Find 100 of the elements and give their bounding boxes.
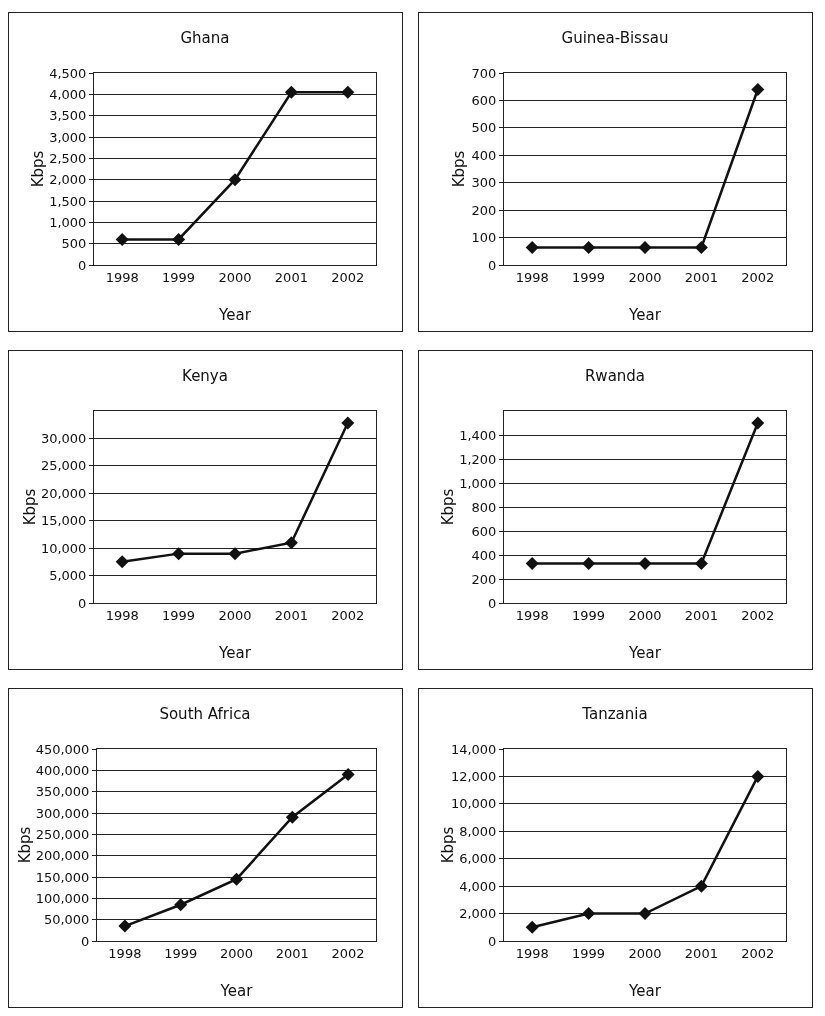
chart-title: Kenya (182, 366, 228, 385)
y-tick-label: 400,000 (35, 762, 90, 778)
point (228, 547, 242, 561)
x-tick-label: 2000 (218, 607, 252, 623)
x-tick-label: 1998 (105, 269, 139, 285)
y-tick-label: 250,000 (35, 826, 90, 842)
point (341, 768, 355, 782)
x-tick-label: 1998 (515, 269, 549, 285)
y-tick-label: 3,500 (49, 108, 87, 124)
y-axis-title: Kbps (450, 150, 468, 188)
y-tick-label: 500 (61, 236, 87, 252)
y-tick-label: 500 (471, 120, 497, 136)
x-tick-label: 2001 (275, 945, 309, 961)
y-tick-label: 8,000 (459, 823, 497, 839)
point (341, 416, 355, 430)
point (228, 173, 242, 187)
y-tick-label: 1,400 (459, 427, 497, 443)
x-axis-title: Year (628, 982, 662, 1000)
y-tick-label: 2,000 (459, 906, 497, 922)
y-tick-label: 1,500 (49, 193, 87, 209)
y-tick-label: 100 (471, 230, 497, 246)
y-tick-label: 200 (471, 202, 497, 218)
y-tick-label: 350,000 (35, 784, 90, 800)
y-tick-label: 25,000 (40, 458, 87, 474)
point (172, 232, 186, 246)
chart-title: South Africa (159, 704, 251, 723)
y-tick-label: 2,500 (49, 150, 87, 166)
x-tick-label: 2001 (684, 269, 718, 285)
point (115, 232, 129, 246)
x-tick-label: 2002 (331, 945, 365, 961)
y-tick-label: 20,000 (40, 485, 87, 501)
x-tick-label: 1998 (108, 945, 142, 961)
y-tick-label: 0 (78, 595, 87, 611)
chart-title: Guinea-Bissau (561, 28, 669, 47)
x-tick-label: 2001 (274, 607, 308, 623)
y-tick-label: 150,000 (35, 869, 90, 885)
point (230, 872, 243, 886)
y-axis-title: Kbps (29, 150, 48, 188)
x-tick-label: 2000 (218, 269, 252, 285)
y-tick-label: 50,000 (43, 912, 90, 928)
y-tick-label: 4,000 (459, 878, 497, 894)
y-tick-label: 300,000 (35, 805, 90, 821)
chart-title: Tanzania (581, 704, 648, 723)
y-tick-label: 3,000 (49, 129, 87, 145)
y-tick-label: 5,000 (49, 568, 87, 584)
y-tick-label: 1,000 (49, 214, 87, 230)
y-tick-label: 450,000 (35, 741, 90, 757)
point (285, 810, 299, 824)
y-axis-title: Kbps (439, 488, 458, 526)
x-tick-label: 2001 (274, 269, 308, 285)
x-tick-label: 2000 (628, 269, 662, 285)
x-axis-title: Year (628, 306, 662, 324)
y-tick-label: 800 (471, 499, 497, 515)
y-tick-label: 30,000 (40, 430, 87, 446)
y-axis-title: Kbps (439, 826, 458, 864)
chart-title: Ghana (180, 28, 230, 47)
point (638, 907, 652, 921)
point (582, 907, 596, 921)
y-tick-label: 600 (471, 523, 497, 539)
y-tick-label: 10,000 (40, 540, 87, 556)
y-tick-label: 0 (488, 933, 497, 949)
point (284, 85, 298, 99)
y-tick-label: 0 (81, 933, 90, 949)
point (174, 898, 188, 912)
x-tick-label: 2000 (628, 607, 662, 623)
x-tick-label: 2000 (219, 945, 254, 961)
x-tick-label: 1999 (572, 607, 606, 623)
chart-title: Rwanda (584, 366, 646, 385)
x-tick-label: 2002 (331, 269, 365, 285)
point (118, 919, 132, 933)
x-tick-label: 1998 (515, 945, 549, 961)
y-axis-title: Kbps (15, 826, 34, 864)
point (525, 920, 539, 934)
x-axis-title: Year (218, 306, 252, 324)
y-tick-label: 600 (471, 92, 497, 108)
y-tick-label: 400 (471, 547, 497, 563)
y-tick-label: 1,200 (459, 451, 497, 467)
y-tick-label: 0 (78, 257, 87, 273)
point (694, 879, 708, 893)
x-tick-label: 1999 (162, 269, 196, 285)
y-tick-label: 700 (471, 65, 497, 81)
y-tick-label: 4,500 (49, 65, 87, 81)
y-tick-label: 4,000 (49, 86, 87, 102)
point (172, 547, 186, 561)
y-tick-label: 15,000 (40, 513, 87, 529)
y-tick-label: 300 (471, 175, 497, 191)
y-tick-label: 14,000 (450, 741, 497, 757)
point (751, 769, 765, 783)
x-tick-label: 2002 (741, 607, 775, 623)
x-tick-label: 1999 (162, 607, 196, 623)
x-tick-label: 2002 (741, 945, 775, 961)
y-tick-label: 2,000 (49, 172, 87, 188)
x-tick-label: 1999 (572, 269, 606, 285)
x-tick-label: 2000 (628, 945, 662, 961)
x-tick-label: 2001 (684, 945, 718, 961)
point (115, 555, 129, 569)
x-tick-label: 1998 (105, 607, 139, 623)
y-tick-label: 200,000 (35, 848, 90, 864)
y-tick-label: 6,000 (459, 851, 497, 867)
x-tick-label: 1999 (572, 945, 606, 961)
